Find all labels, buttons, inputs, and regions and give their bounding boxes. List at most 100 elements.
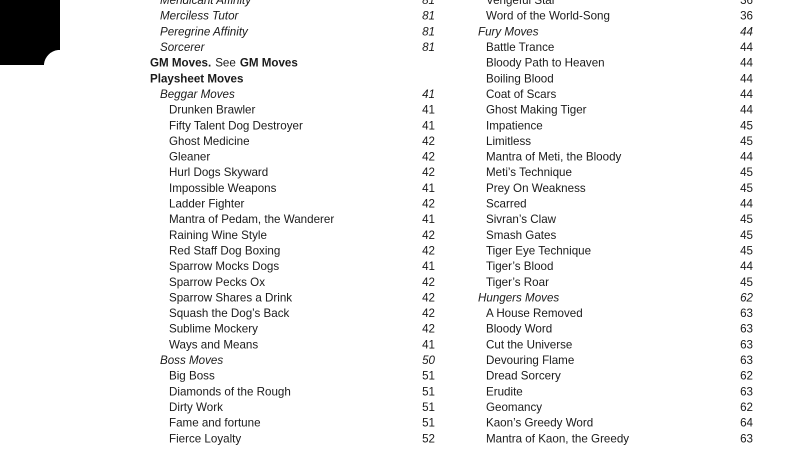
index-entry: Coat of Scars	[486, 88, 556, 101]
page-number: 41	[422, 260, 435, 273]
page-number: 42	[422, 151, 435, 164]
index-entry: Ways and Means	[169, 338, 258, 351]
page-number: 44	[740, 25, 753, 38]
index-entry: Boiling Blood	[486, 72, 554, 85]
page-number: 62	[740, 401, 753, 414]
index-entry: Kaon’s Greedy Word	[486, 417, 593, 430]
page-number: 64	[740, 417, 753, 430]
index-entry: Ghost Making Tiger	[486, 104, 587, 117]
page-number: 45	[740, 166, 753, 179]
index-entry: Playsheet Moves	[150, 72, 243, 85]
page-number: 41	[422, 338, 435, 351]
page-number: 42	[422, 166, 435, 179]
page-number: 41	[422, 104, 435, 117]
see-reference: GM Moves	[240, 57, 298, 70]
index-entry: Ghost Medicine	[169, 135, 250, 148]
page-number: 42	[422, 291, 435, 304]
index-entry: GM Moves. See GM Moves	[150, 57, 298, 70]
page-number: 62	[740, 370, 753, 383]
page-number: 44	[740, 104, 753, 117]
page-number: 42	[422, 229, 435, 242]
page-number: 52	[422, 432, 435, 445]
index-entry: Scarred	[486, 198, 527, 211]
page-number: 44	[740, 88, 753, 101]
page-number: 42	[422, 244, 435, 257]
index-entry: Drunken Brawler	[169, 104, 255, 117]
index-entry: Mantra of Pedam, the Wanderer	[169, 213, 334, 226]
index-entry: Sublime Mockery	[169, 323, 258, 336]
index-entry: Tiger Eye Technique	[486, 244, 591, 257]
page-number: 45	[740, 119, 753, 132]
index-entry: Sparrow Mocks Dogs	[169, 260, 279, 273]
page-number: 63	[740, 432, 753, 445]
index-entry: Squash the Dog’s Back	[169, 307, 290, 320]
page-number: 44	[740, 151, 753, 164]
page-number: 81	[422, 25, 435, 38]
index-entry: Peregrine Affinity	[160, 25, 249, 38]
page-number: 36	[740, 10, 753, 23]
page-number: 42	[422, 323, 435, 336]
index-entry: Ladder Fighter	[169, 198, 245, 211]
index-entry: Cut the Universe	[486, 338, 572, 351]
page-number: 42	[422, 198, 435, 211]
index-entry: Mantra of Meti, the Bloody	[486, 151, 622, 164]
see-text: See	[215, 57, 236, 70]
index-entry: Word of the World-Song	[486, 10, 610, 23]
index-entry: Fame and fortune	[169, 417, 261, 430]
index-entry: A House Removed	[486, 307, 583, 320]
index-entry: Smash Gates	[486, 229, 556, 242]
page-number: 44	[740, 198, 753, 211]
page-number: 50	[422, 354, 435, 367]
index-entry: Hungers Moves	[478, 291, 559, 304]
page-number: 63	[740, 338, 753, 351]
page-number: 44	[740, 72, 753, 85]
index-entry: Battle Trance	[486, 41, 554, 54]
index-entry: Prey On Weakness	[486, 182, 586, 195]
index-entry: Impatience	[486, 119, 543, 132]
page-number: 51	[422, 370, 435, 383]
page-number: 81	[422, 41, 435, 54]
entry-label: GM Moves.	[150, 57, 211, 70]
index-entry: Tiger’s Blood	[486, 260, 553, 273]
page-number: 45	[740, 135, 753, 148]
page-number: 63	[740, 323, 753, 336]
index-entry: Mantra of Kaon, the Greedy	[486, 432, 629, 445]
index-entry: Impossible Weapons	[169, 182, 277, 195]
page-number: 45	[740, 182, 753, 195]
index-entry: Sivran’s Claw	[486, 213, 557, 226]
index-entry: Boss Moves	[160, 354, 223, 367]
page-number: 45	[740, 213, 753, 226]
index-entry: Sorcerer	[160, 41, 206, 54]
page-number: 45	[740, 244, 753, 257]
page-number: 45	[740, 276, 753, 289]
index-entry: Diamonds of the Rough	[169, 385, 291, 398]
page-number: 42	[422, 307, 435, 320]
page-number: 63	[740, 307, 753, 320]
page-number: 44	[740, 41, 753, 54]
page-number: 36	[740, 0, 753, 7]
index-entry: Erudite	[486, 385, 523, 398]
index-entry: Vengeful Star	[486, 0, 556, 7]
page-number: 45	[740, 229, 753, 242]
index-entry: Dread Sorcery	[486, 370, 561, 383]
index-entry: Bloody Word	[486, 323, 552, 336]
index-entry: Limitless	[486, 135, 531, 148]
index-entry: Merciless Tutor	[160, 10, 240, 23]
index-entry: Mendicant Affinity	[160, 0, 252, 7]
page-number: 62	[740, 291, 753, 304]
page-number: 41	[422, 119, 435, 132]
index-entry: Raining Wine Style	[169, 229, 267, 242]
page-number: 63	[740, 354, 753, 367]
page-number: 44	[740, 260, 753, 273]
page-number: 51	[422, 385, 435, 398]
index-entry: Fury Moves	[478, 25, 539, 38]
index-entry: Meti’s Technique	[486, 166, 572, 179]
page-number: 44	[740, 57, 753, 70]
index-entry: Bloody Path to Heaven	[486, 57, 605, 70]
index-entry: Devouring Flame	[486, 354, 574, 367]
page-number: 51	[422, 401, 435, 414]
corner-tab	[0, 0, 60, 65]
page-number: 63	[740, 385, 753, 398]
